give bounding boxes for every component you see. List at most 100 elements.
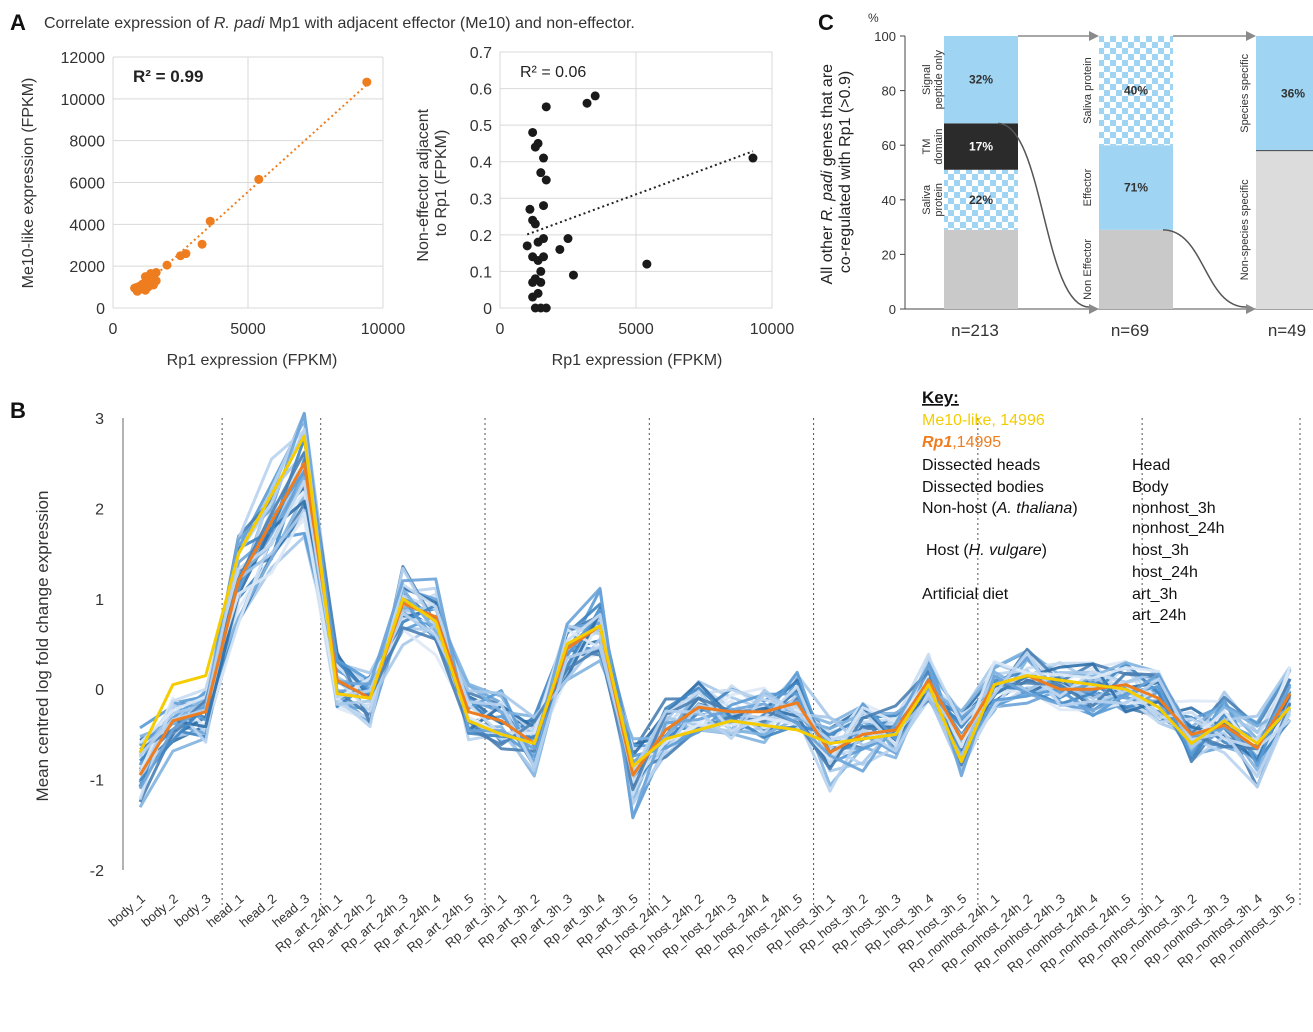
c-ylabel-species: R. padi	[819, 170, 836, 221]
c-segment-category-label: Signalpeptide only	[921, 50, 945, 110]
c-bar-segment	[1099, 229, 1173, 309]
scatter-a2: 0 0.1 0.2 0.3 0.4 0.5 0.6 0.7 0 5000 10000 R² = 0.…	[415, 45, 794, 369]
a2-x-tick-label: 10000	[750, 321, 795, 338]
a2-data-point	[539, 252, 549, 262]
c-ylabel-pre: All other	[819, 221, 836, 284]
a2-data-point	[530, 142, 540, 152]
key-row-left-italic: A. thaliana	[996, 500, 1073, 517]
a1-y-tick-label: 6000	[69, 176, 105, 193]
key-row-right: art_3h	[1132, 586, 1177, 603]
key-row-right: Body	[1132, 479, 1168, 496]
b-y-tick-label: 1	[95, 592, 104, 609]
c-y-axis-label: All other R. padi genes that are co-regu…	[819, 59, 854, 284]
a2-data-point	[533, 288, 543, 298]
key-box: Key: Me10-like, 14996 Rp1,14995 Dissecte…	[922, 388, 1225, 624]
a2-data-point	[563, 234, 573, 244]
a1-x-axis-label: Rp1 expression (FPKM)	[167, 352, 338, 369]
c-flow-top-arrow-2-head	[1246, 31, 1256, 41]
c-y-axis-label-line2: co-regulated with Rp1 (>0.9)	[837, 71, 854, 273]
a2-y-tick-label: 0.5	[470, 118, 492, 135]
c-segment-category-label: Non Effector	[1082, 239, 1094, 300]
key-row-left-post: )	[1072, 500, 1077, 517]
a2-trendline	[526, 150, 754, 236]
a1-data-point	[176, 251, 185, 261]
c-bar-segment	[944, 36, 1018, 124]
a2-data-point	[642, 259, 652, 269]
a2-data-point	[530, 219, 540, 229]
c-segment-category-label: Salivaprotein	[921, 183, 945, 217]
a2-data-point	[590, 91, 600, 101]
c-segment-percent-label: 22%	[969, 193, 993, 207]
b-background-lines	[138, 411, 1292, 820]
key-series-rp1: Rp1,14995	[922, 434, 1001, 451]
c-segment-category-label: TMdomain	[921, 129, 945, 165]
c-bar-segment	[1099, 36, 1173, 146]
c-y-tick-label: 20	[882, 247, 896, 262]
key-row-right: nonhost_3h	[1132, 500, 1216, 517]
b-y-tick-label: 0	[95, 682, 104, 699]
b-group-dividers	[221, 418, 1301, 905]
c-y-tick-label: 100	[874, 29, 896, 44]
a2-data-point	[541, 175, 551, 185]
a2-y-axis-label: Non-effector adjacent to Rp1 (FPKM)	[415, 104, 450, 261]
c-segment-category-label: Saliva protein	[1082, 57, 1094, 124]
c-segment-category-line: Saliva	[921, 184, 933, 215]
b-series-line	[138, 434, 1292, 768]
a1-gridlines	[112, 56, 384, 309]
b-coregulated-gene-line	[138, 511, 1292, 784]
key-row-right: host_24h	[1132, 564, 1198, 581]
scatter-a1: 0 2000 4000 6000 8000 10000 12000 0 5000 10000 R²…	[20, 50, 405, 369]
c-segment-category-label: Species specific	[1239, 53, 1251, 132]
c-segment-category-label: Effector	[1082, 168, 1094, 206]
c-segment-percent-label: 17%	[969, 140, 993, 154]
a2-annotation: R² = 0.06	[520, 64, 586, 81]
c-bar-segment	[1099, 145, 1173, 230]
key-row-left: Non-host (A. thaliana)	[922, 500, 1078, 517]
c-segment-percent-label: 32%	[969, 73, 993, 87]
line-chart-b: -2 -1 0 1 2 3 body_1body_2body_3head_1head_2h…	[33, 411, 1301, 975]
c-segment-category-line: Effector	[1082, 168, 1094, 206]
c-segment-percent-label: 71%	[1124, 181, 1148, 195]
b-coregulated-gene-line	[138, 508, 1292, 781]
b-coregulated-gene-line	[138, 411, 1292, 820]
a1-data-point	[162, 260, 172, 270]
c-flow-bottom-arrow-2-head	[1246, 304, 1256, 314]
a2-y-tick-label: 0.7	[470, 45, 492, 62]
a2-data-point	[539, 201, 549, 211]
key-row-left: Host (H. vulgare)	[926, 542, 1047, 559]
c-bar-segment	[944, 169, 1018, 230]
a2-y-tick-label: 0.4	[470, 155, 492, 172]
b-x-tick-labels: body_1body_2body_3head_1head_2head_3Rp_a…	[106, 891, 1298, 975]
b-y-axis-label: Mean centred log fold change expression	[33, 491, 52, 802]
a1-x-tick-label: 0	[109, 321, 118, 338]
b-highlight-series	[138, 434, 1292, 777]
key-rp1-italic: Rp1	[922, 434, 952, 451]
a2-x-tick-label: 0	[496, 321, 505, 338]
c-segment-percent-label: 36%	[1281, 86, 1305, 100]
panel-label-c: C	[818, 10, 834, 35]
key-row-left-pre: Non-host (	[922, 500, 997, 517]
a1-data-point	[362, 77, 372, 87]
c-category-label: n=69	[1111, 321, 1149, 340]
c-segment-category-label: Non-species specific	[1239, 179, 1251, 280]
a2-data-point	[582, 98, 592, 108]
a2-data-point	[536, 266, 546, 276]
c-bar-segment	[1256, 150, 1313, 309]
b-y-tick-label: 2	[95, 501, 104, 518]
key-row-left: Dissected bodies	[922, 479, 1044, 496]
a1-y-tick-label: 12000	[61, 50, 106, 67]
c-segment-category-line: Signal	[921, 64, 933, 95]
a1-tick-labels: 0 2000 4000 6000 8000 10000 12000 0 5000 10000	[61, 50, 406, 338]
a2-data-point	[568, 270, 578, 280]
a2-y-axis-label-line1: Non-effector adjacent	[415, 108, 432, 261]
a2-points	[522, 91, 758, 313]
c-flow-curve-2	[1162, 229, 1247, 308]
c-segment-category-line: Saliva protein	[1082, 57, 1094, 124]
a2-data-point	[536, 168, 546, 178]
b-coregulated-gene-line	[138, 479, 1291, 800]
key-row-right: host_3h	[1132, 542, 1189, 559]
a2-data-point	[528, 277, 538, 287]
c-y-tick-label: 80	[882, 84, 896, 99]
a2-data-point	[541, 102, 551, 112]
key-row-right: Head	[1132, 457, 1170, 474]
